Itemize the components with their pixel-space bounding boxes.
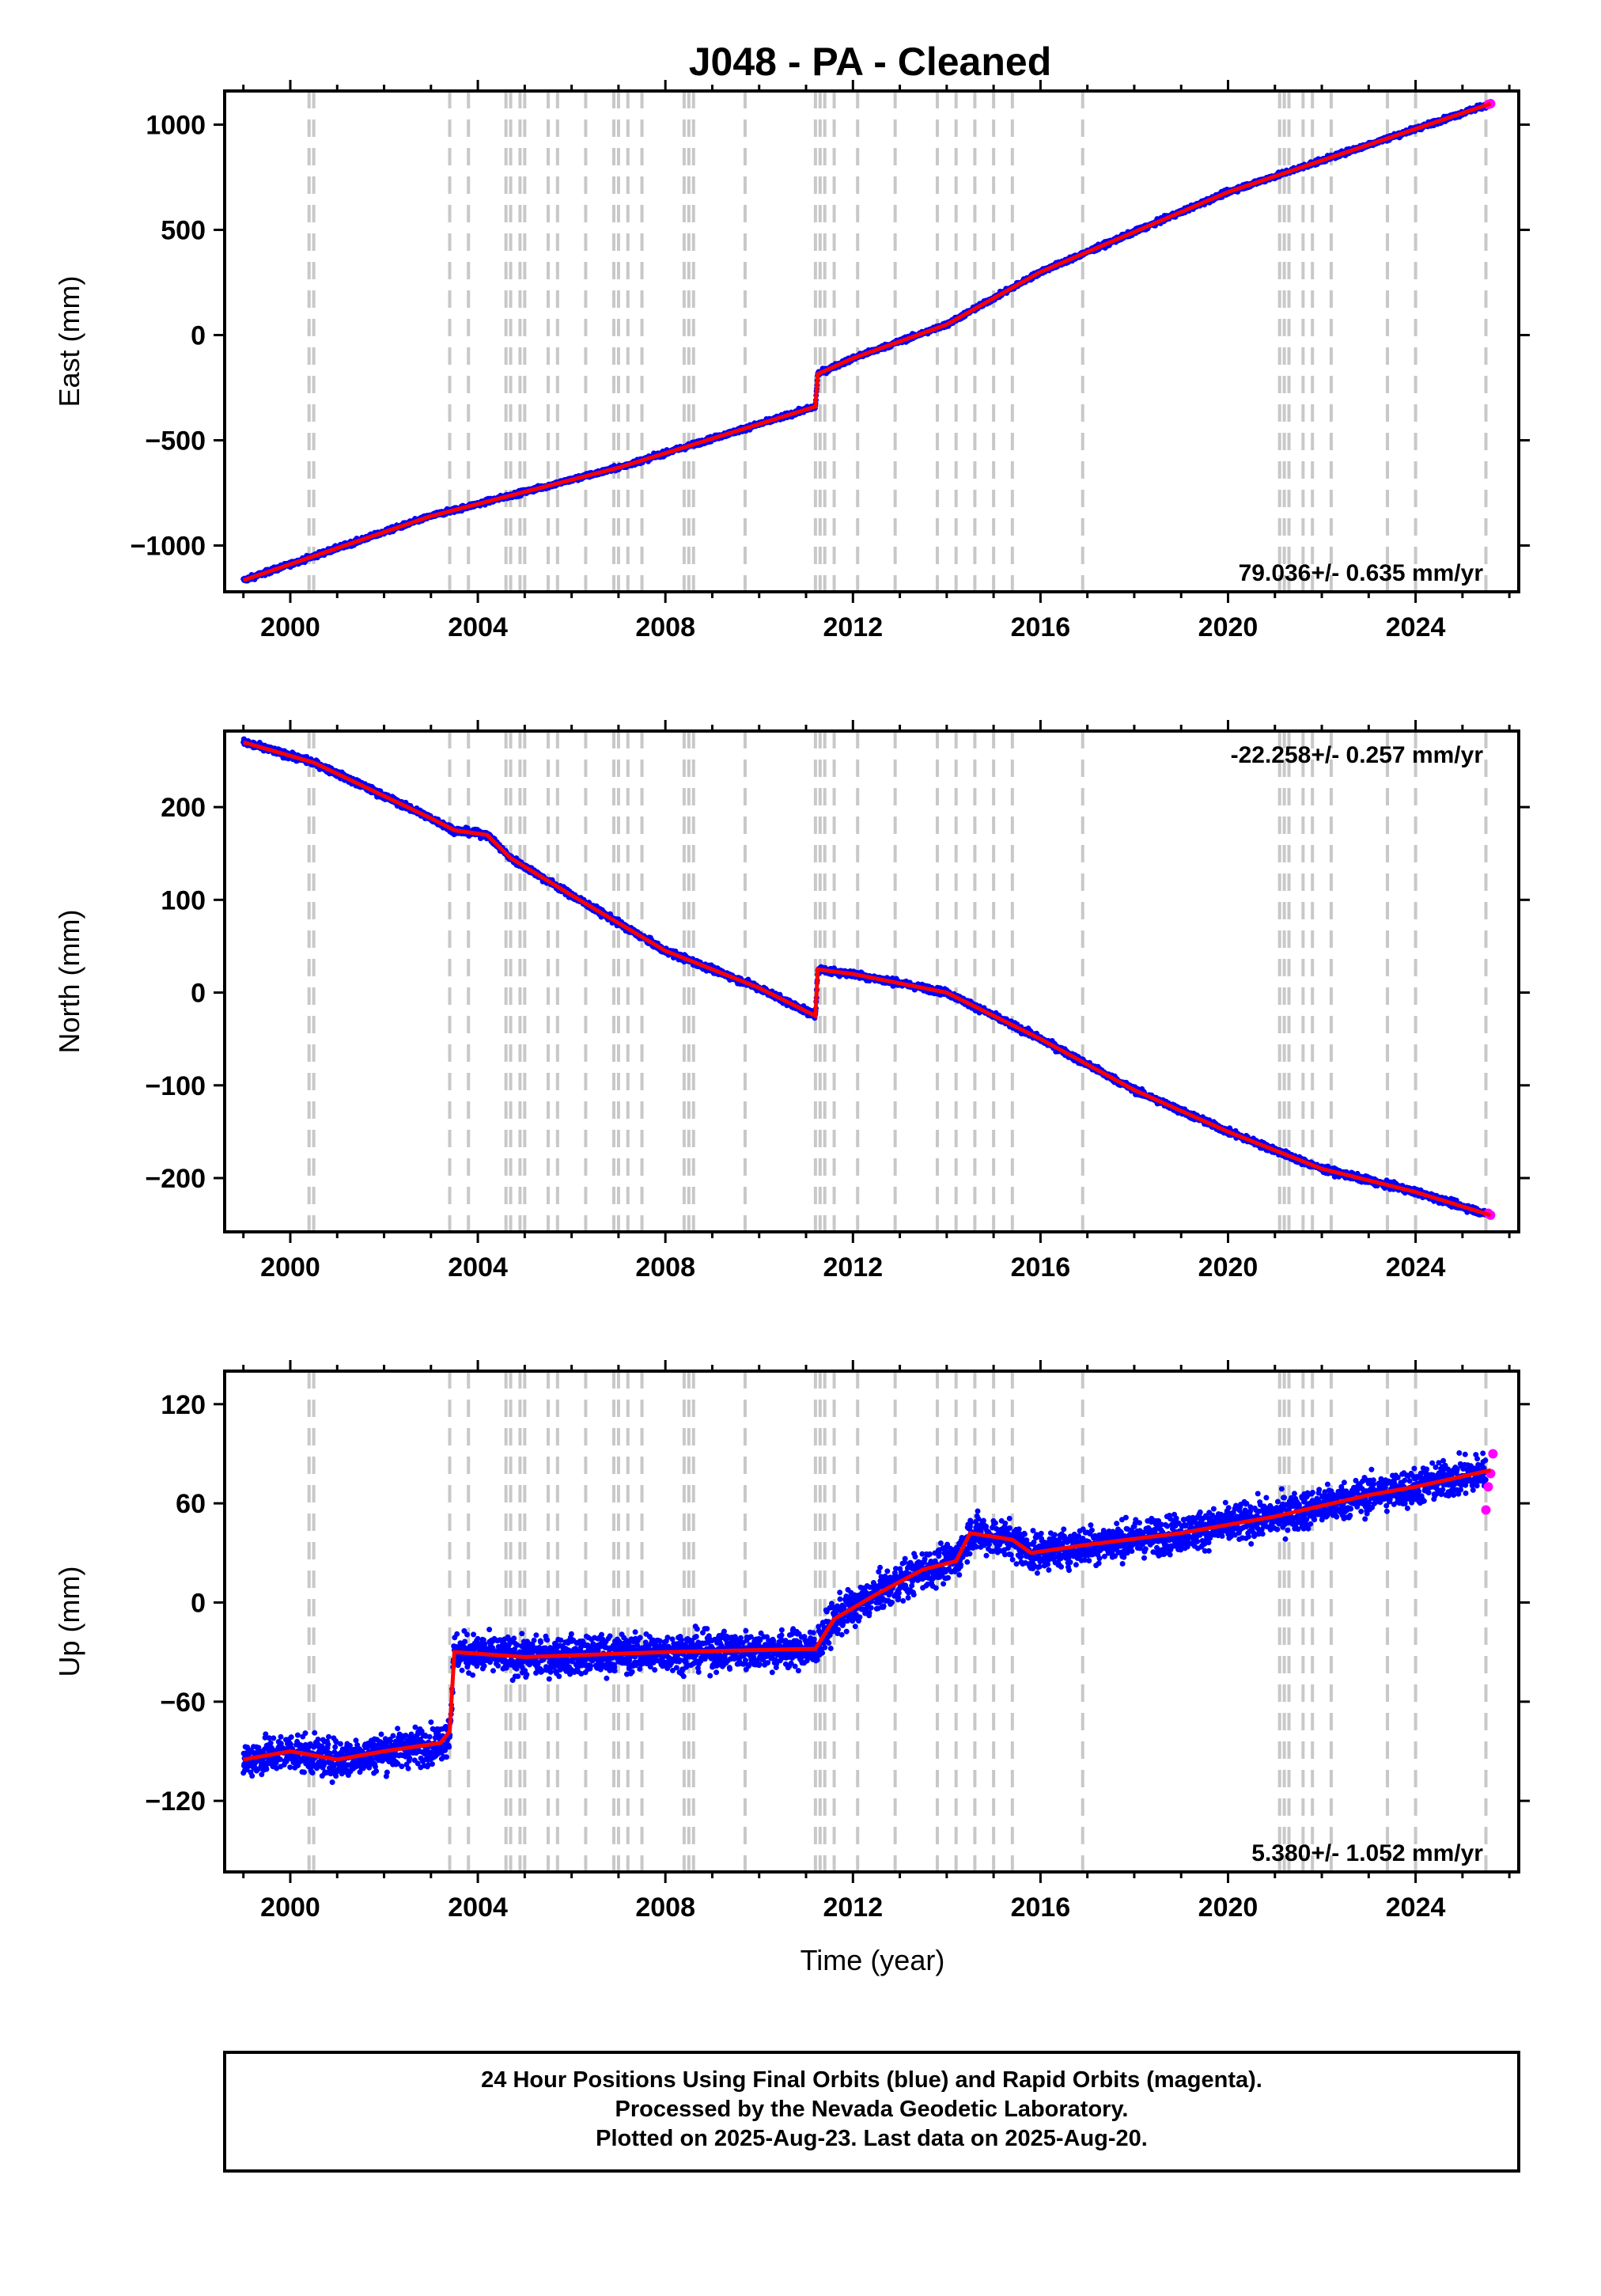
model-line <box>243 740 1492 1218</box>
x-tick-label: 2024 <box>1386 612 1446 642</box>
y-tick-label: −200 <box>145 1164 206 1194</box>
y-axis-label: East (mm) <box>53 276 85 407</box>
y-axis-label: North (mm) <box>53 910 85 1054</box>
east-panel: 2000 2004 2008 2012 2016 2020 2024 1000 500 0 −500… <box>53 80 1530 642</box>
daily-positions <box>240 1449 1498 1786</box>
x-tick-label: 2004 <box>448 612 508 642</box>
model-line <box>243 1468 1491 1762</box>
y-tick-label: 100 <box>161 885 206 915</box>
y-axis-label: Up (mm) <box>53 1567 85 1677</box>
y-tick-label: 500 <box>161 216 206 246</box>
final-orbit-points <box>240 101 1489 584</box>
x-tick-label: 2012 <box>823 612 883 642</box>
x-tick-label: 2000 <box>260 612 320 642</box>
x-tick-label: 2004 <box>448 1892 508 1923</box>
plot-frame <box>223 89 1520 593</box>
y-tick-label: −120 <box>145 1786 206 1817</box>
x-tick-label: 2024 <box>1386 1892 1446 1923</box>
plot-frame <box>223 1370 1520 1874</box>
x-tick-label: 2000 <box>260 1252 320 1283</box>
y-tick-label: 0 <box>191 1588 206 1618</box>
y-tick-label: 120 <box>161 1390 206 1420</box>
x-tick-label: 2012 <box>823 1892 883 1923</box>
x-tick-label: 2000 <box>260 1892 320 1923</box>
rapid-orbit-point <box>1481 1505 1491 1515</box>
daily-positions <box>240 98 1496 584</box>
footer-line-3: Plotted on 2025-Aug-23. Last data on 202… <box>596 2126 1148 2151</box>
x-tick-label: 2020 <box>1198 612 1258 642</box>
x-tick-label: 2016 <box>1011 612 1071 642</box>
x-tick-label: 2008 <box>635 1892 695 1923</box>
footer-line-2: Processed by the Nevada Geodetic Laborat… <box>615 2097 1129 2122</box>
x-tick-label: 2012 <box>823 1252 883 1283</box>
x-tick-label: 2008 <box>635 612 695 642</box>
velocity-label: 5.380+/- 1.052 mm/yr <box>1251 1840 1483 1866</box>
north-panel: 2000 2004 2008 2012 2016 2020 2024 200 100 0 −100 −… <box>53 720 1530 1283</box>
x-tick-label: 2016 <box>1011 1252 1071 1283</box>
up-panel: 2000 2004 2008 2012 2016 2020 2024 120 60 0 −60 −12… <box>53 1360 1530 1923</box>
x-tick-label: 2020 <box>1198 1892 1258 1923</box>
rapid-orbit-point <box>1488 1449 1498 1459</box>
velocity-label: 79.036+/- 0.635 mm/yr <box>1239 560 1484 586</box>
y-tick-label: 1000 <box>146 111 206 141</box>
footer-box: 24 Hour Positions Using Final Orbits (bl… <box>223 2051 1520 2173</box>
event-lines <box>307 1371 1488 1872</box>
y-tick-label: −1000 <box>131 531 206 561</box>
x-tick-label: 2016 <box>1011 1892 1071 1923</box>
y-tick-label: −60 <box>160 1688 206 1718</box>
y-tick-label: 200 <box>161 793 206 823</box>
x-tick-label: 2008 <box>635 1252 695 1283</box>
chart-title: J048 - PA - Cleaned <box>689 40 1052 84</box>
rapid-orbit-point <box>1483 1482 1493 1492</box>
x-tick-label: 2004 <box>448 1252 508 1283</box>
model-line <box>242 101 1492 582</box>
x-tick-label: 2024 <box>1386 1252 1446 1283</box>
y-tick-label: 0 <box>191 979 206 1009</box>
y-tick-label: −100 <box>145 1071 206 1101</box>
y-tick-label: 60 <box>176 1489 206 1519</box>
x-tick-label: 2020 <box>1198 1252 1258 1283</box>
y-tick-label: −500 <box>145 426 206 457</box>
final-orbit-points <box>240 1450 1489 1786</box>
y-tick-label: 0 <box>191 321 206 351</box>
plot-frame <box>223 729 1520 1233</box>
x-axis-label: Time (year) <box>800 1944 945 1976</box>
velocity-label: -22.258+/- 0.257 mm/yr <box>1231 742 1484 768</box>
footer-line-1: 24 Hour Positions Using Final Orbits (bl… <box>481 2067 1262 2093</box>
